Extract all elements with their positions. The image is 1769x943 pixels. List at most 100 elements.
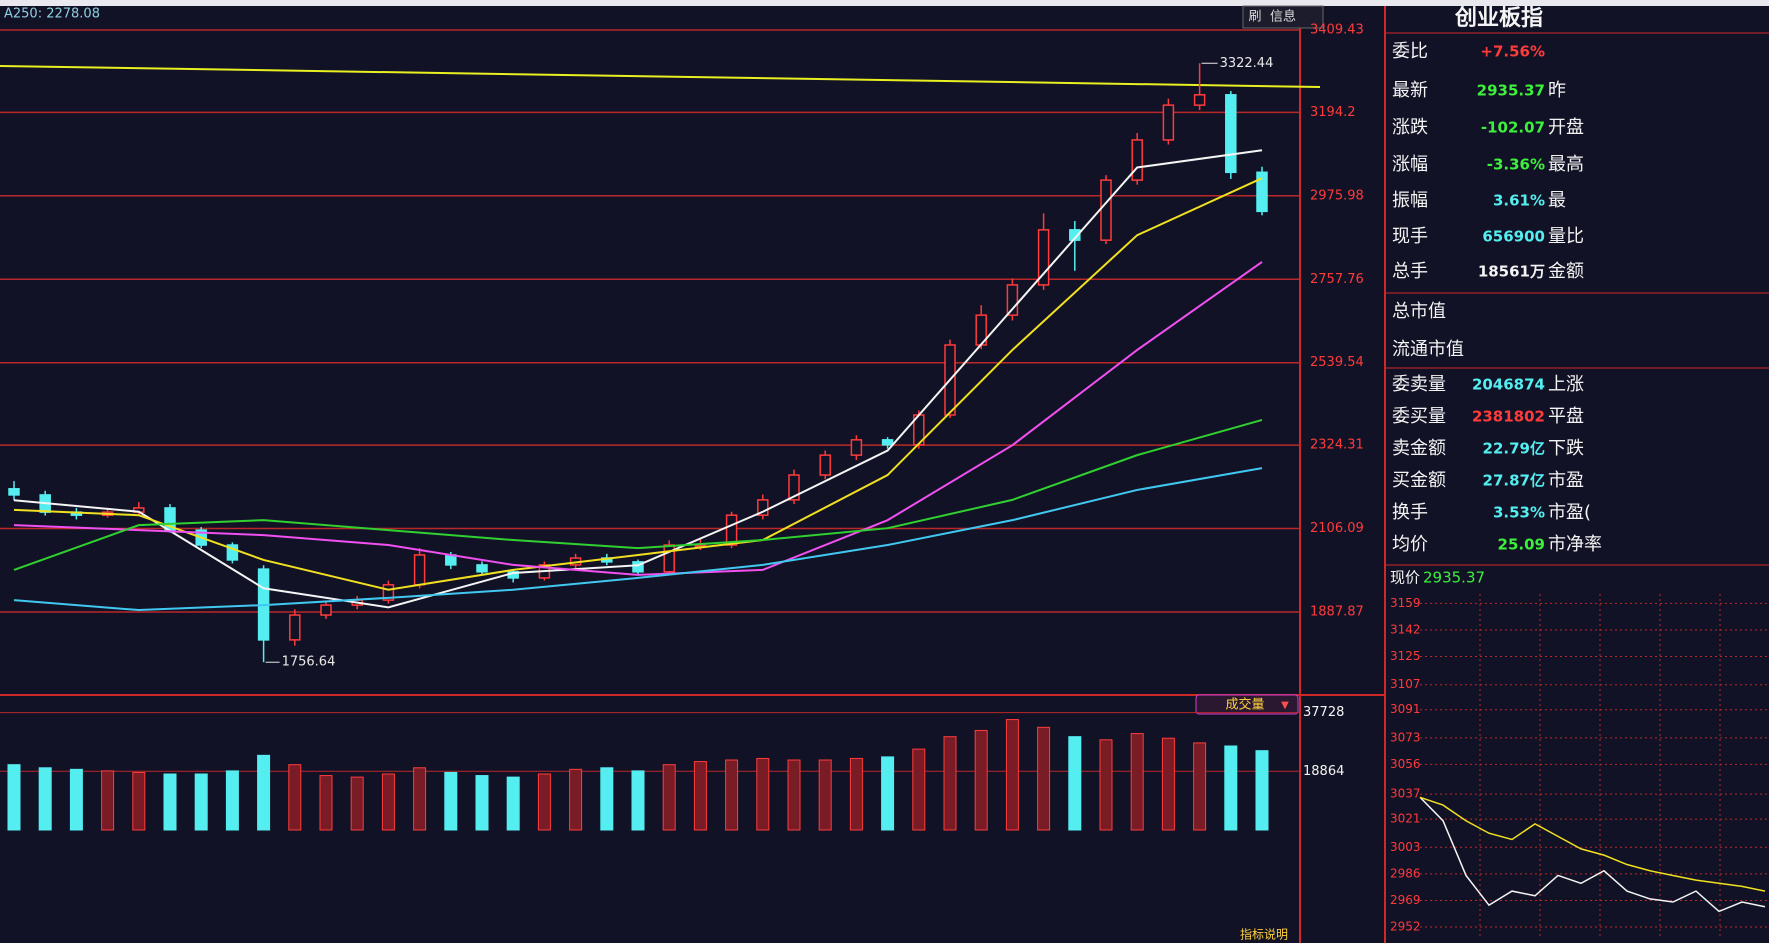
row-side-label: 最 — [1548, 190, 1566, 211]
volume-bar — [881, 756, 895, 831]
y-tick-label: 3194.2 — [1310, 105, 1356, 120]
toolbar-button[interactable]: 信息 — [1270, 9, 1296, 25]
volume-bar — [132, 771, 146, 831]
row-label: 委买量 — [1392, 406, 1446, 427]
intraday-line — [1419, 796, 1766, 892]
panel-title: 创业板指 — [1454, 6, 1543, 31]
candle-body — [1225, 94, 1237, 174]
volume-bar — [1255, 750, 1269, 831]
row-side-label: 市盈 — [1548, 470, 1584, 491]
candle-body — [725, 514, 738, 546]
candle-body — [850, 439, 863, 456]
volume-bar — [787, 759, 801, 831]
candle-body — [1006, 284, 1019, 316]
volume-bar — [1005, 719, 1019, 831]
row-label: 现手 — [1392, 226, 1428, 247]
volume-bar — [631, 770, 645, 831]
volume-bar — [974, 729, 988, 831]
volume-selector[interactable] — [1195, 694, 1299, 715]
volume-bar — [475, 775, 489, 831]
row-side-label: 市盈( — [1548, 502, 1591, 523]
row-label: 委比 — [1392, 41, 1428, 62]
volume-bar — [1130, 733, 1144, 831]
price-label: 现价 — [1390, 569, 1420, 587]
row-label: 总手 — [1392, 261, 1428, 282]
candle-body — [788, 474, 800, 501]
volume-bar — [569, 768, 583, 831]
candle-body — [881, 439, 894, 446]
row-side-label: 下跌 — [1548, 438, 1584, 459]
y-tick-label: 37728 — [1303, 705, 1344, 720]
row-value: 2046874 — [1472, 376, 1545, 394]
row-value: +7.56% — [1480, 43, 1545, 61]
row-value: 656900 — [1482, 228, 1545, 246]
volume-bar — [1193, 742, 1207, 831]
row-label: 委卖量 — [1392, 374, 1446, 395]
row-side-label: 市净率 — [1548, 534, 1602, 555]
y-tick-label: 2975.98 — [1310, 188, 1364, 203]
candle-body — [413, 554, 426, 586]
volume-bar — [413, 767, 427, 831]
row-value: 25.09 — [1498, 536, 1545, 554]
row-label: 买金额 — [1392, 470, 1446, 491]
moving-average — [13, 149, 1263, 609]
volume-bar — [849, 757, 863, 831]
row-side-label: 上涨 — [1548, 374, 1584, 395]
y-tick-label: 3107 — [1390, 677, 1421, 691]
candle-body — [320, 604, 332, 616]
y-tick-label: 2757.76 — [1310, 272, 1364, 287]
y-tick-label: 3037 — [1390, 787, 1421, 801]
volume-bar — [725, 759, 739, 831]
row-label: 流通市值 — [1392, 339, 1464, 360]
candle-body — [226, 544, 239, 561]
volume-bar — [1224, 745, 1238, 831]
row-value: 22.79亿 — [1483, 440, 1545, 458]
row-value: 27.87亿 — [1483, 472, 1545, 490]
toolbar — [1242, 5, 1324, 29]
row-label: 振幅 — [1392, 190, 1428, 211]
high-annotation: 3322.44 — [1220, 56, 1274, 71]
volume-bar — [69, 768, 83, 831]
row-label: 卖金额 — [1392, 438, 1446, 459]
y-tick-label: 18864 — [1303, 764, 1344, 779]
price-value: 2935.37 — [1423, 569, 1485, 587]
y-tick-label: 3021 — [1390, 812, 1421, 826]
candle-body — [1069, 229, 1081, 241]
row-label: 涨幅 — [1392, 154, 1428, 175]
moving-average — [13, 261, 1263, 576]
moving-average — [13, 418, 1263, 571]
volume-bar — [1037, 726, 1051, 831]
row-value: 3.61% — [1493, 192, 1545, 210]
dropdown-icon: ▼ — [1281, 700, 1289, 711]
volume-bar — [943, 736, 957, 831]
row-value: -3.36% — [1487, 156, 1545, 174]
ma-label: A250: 2278.08 — [4, 7, 100, 22]
volume-bar — [381, 773, 395, 831]
volume-bar — [225, 770, 239, 831]
trend-line — [0, 65, 1321, 88]
row-value: 2381802 — [1472, 408, 1545, 426]
volume-bar — [537, 773, 551, 831]
top-strip — [0, 0, 1769, 6]
volume-bar — [756, 757, 770, 831]
y-tick-label: 1887.87 — [1310, 605, 1364, 620]
row-side-label: 昨 — [1548, 80, 1566, 101]
footer-link[interactable]: 指标说明 — [1240, 927, 1288, 942]
candle-body — [1100, 179, 1112, 241]
volume-bar — [693, 761, 707, 831]
row-side-label: 量比 — [1548, 226, 1584, 247]
volume-bar — [1068, 736, 1082, 831]
volume-bar — [38, 767, 52, 831]
y-tick-label: 3142 — [1390, 622, 1421, 636]
candle-body — [1162, 104, 1175, 141]
toolbar-button[interactable]: 刷 — [1248, 10, 1261, 25]
row-side-label: 金额 — [1548, 261, 1584, 282]
volume-bar — [257, 754, 271, 831]
row-value: 3.53% — [1493, 504, 1545, 522]
volume-bar — [101, 770, 115, 831]
candle-body — [819, 454, 831, 476]
volume-bar — [1099, 739, 1113, 831]
volume-bar — [444, 771, 458, 831]
